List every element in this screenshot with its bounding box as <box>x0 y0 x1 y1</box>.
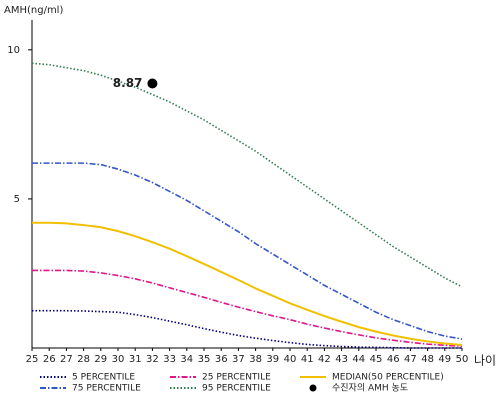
y-tick-label: 10 <box>7 45 20 56</box>
x-axis-label: 나이 <box>474 354 496 368</box>
x-tick-label: 48 <box>421 354 434 365</box>
x-tick-label: 38 <box>249 354 262 365</box>
legend-label: MEDIAN(50 PERCENTILE) <box>332 373 444 383</box>
x-tick-label: 30 <box>112 354 125 365</box>
legend-label: 95 PERCENTILE <box>202 384 271 394</box>
x-tick-label: 46 <box>387 354 400 365</box>
x-tick-label: 31 <box>129 354 142 365</box>
legend-label: 75 PERCENTILE <box>72 384 141 394</box>
y-tick-label: 5 <box>14 194 20 205</box>
point-marker <box>147 78 158 89</box>
legend-label: 5 PERCENTILE <box>72 373 135 383</box>
x-tick-label: 45 <box>370 354 383 365</box>
x-tick-label: 43 <box>335 354 348 365</box>
x-tick-label: 36 <box>215 354 228 365</box>
x-tick-label: 41 <box>301 354 314 365</box>
x-tick-label: 27 <box>60 354 73 365</box>
x-tick-label: 37 <box>232 354 245 365</box>
x-tick-label: 33 <box>163 354 176 365</box>
point-label: 8.87 <box>113 76 143 90</box>
x-tick-label: 40 <box>284 354 297 365</box>
series-line <box>32 309 462 349</box>
x-tick-label: 28 <box>77 354 90 365</box>
series-line <box>32 269 463 348</box>
x-tick-label: 34 <box>180 354 193 365</box>
series-line <box>32 162 463 340</box>
x-tick-label: 39 <box>266 354 279 365</box>
x-tick-label: 44 <box>352 354 365 365</box>
x-tick-label: 42 <box>318 354 331 365</box>
legend-marker <box>309 384 317 392</box>
legend-label: 수진자의 AMH 농도 <box>332 383 408 394</box>
x-tick-label: 32 <box>146 354 159 365</box>
x-tick-label: 47 <box>404 354 417 365</box>
x-tick-label: 35 <box>198 354 211 365</box>
x-tick-label: 25 <box>26 354 39 365</box>
series-line <box>32 221 463 347</box>
y-axis-label: AMH(ng/ml) <box>4 5 63 16</box>
series-line <box>31 62 463 288</box>
x-tick-label: 29 <box>94 354 107 365</box>
x-tick-label: 49 <box>438 354 451 365</box>
legend-label: 25 PERCENTILE <box>202 373 271 383</box>
x-tick-label: 50 <box>456 354 469 365</box>
x-tick-label: 26 <box>43 354 56 365</box>
